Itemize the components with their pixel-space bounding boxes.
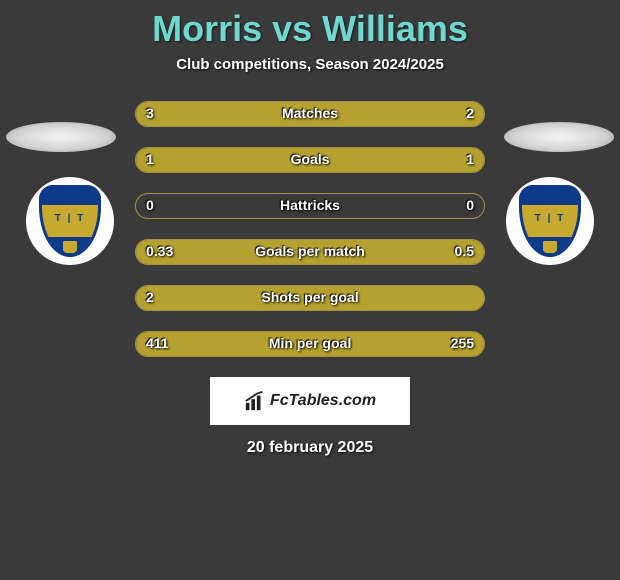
stat-label: Goals per match	[136, 243, 484, 259]
club-crest-right	[506, 177, 594, 265]
stat-value-right: 0.5	[455, 243, 474, 259]
stat-row: 2Shots per goal	[135, 285, 485, 311]
page-title: Morris vs Williams	[0, 0, 620, 50]
stat-row: 0Hattricks0	[135, 193, 485, 219]
brand-logo: FcTables.com	[210, 377, 410, 425]
stat-label: Shots per goal	[136, 289, 484, 305]
stat-value-right: 0	[466, 197, 474, 213]
shield-icon	[39, 185, 101, 257]
footer-date: 20 february 2025	[0, 439, 620, 457]
club-crest-left	[26, 177, 114, 265]
shield-icon	[519, 185, 581, 257]
brand-text: FcTables.com	[270, 392, 376, 410]
stat-value-right: 2	[466, 105, 474, 121]
player-platform-left	[6, 122, 116, 152]
chart-icon	[244, 390, 266, 412]
stat-row: 411Min per goal255	[135, 331, 485, 357]
stat-value-right: 255	[451, 335, 474, 351]
stat-value-right: 1	[466, 151, 474, 167]
stat-label: Hattricks	[136, 197, 484, 213]
stat-row: 1Goals1	[135, 147, 485, 173]
stats-container: 3Matches2 1Goals1 0Hattricks0 0.33Goals per…	[135, 101, 485, 357]
subtitle: Club competitions, Season 2024/2025	[0, 56, 620, 73]
stat-label: Goals	[136, 151, 484, 167]
stat-row: 0.33Goals per match0.5	[135, 239, 485, 265]
stat-label: Matches	[136, 105, 484, 121]
stat-row: 3Matches2	[135, 101, 485, 127]
player-platform-right	[504, 122, 614, 152]
stat-label: Min per goal	[136, 335, 484, 351]
